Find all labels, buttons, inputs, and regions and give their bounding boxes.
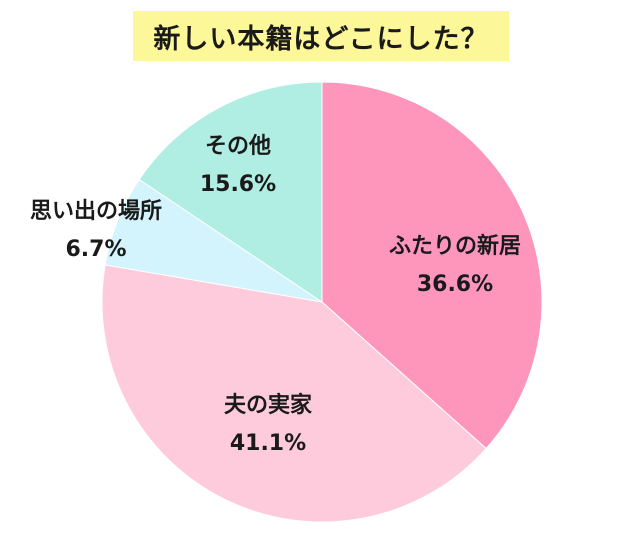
slice-value-1: 36.6% <box>417 272 493 297</box>
slice-label-4: その他 <box>205 134 271 159</box>
slice-label-1: ふたりの新居 <box>389 233 521 259</box>
pie-slice-1 <box>321 81 543 450</box>
chart-title: 新しい本籍はどこにした？ <box>133 11 509 61</box>
slice-value-4: 15.6% <box>200 172 276 197</box>
slice-value-2: 41.1% <box>230 431 306 456</box>
pie-slice-2 <box>101 264 487 523</box>
slice-value-3: 6.7% <box>65 237 126 262</box>
pie-slice-4 <box>138 81 323 303</box>
slice-label-2: 夫の実家 <box>224 392 313 418</box>
slice-label-3: 思い出の場所 <box>30 199 162 224</box>
